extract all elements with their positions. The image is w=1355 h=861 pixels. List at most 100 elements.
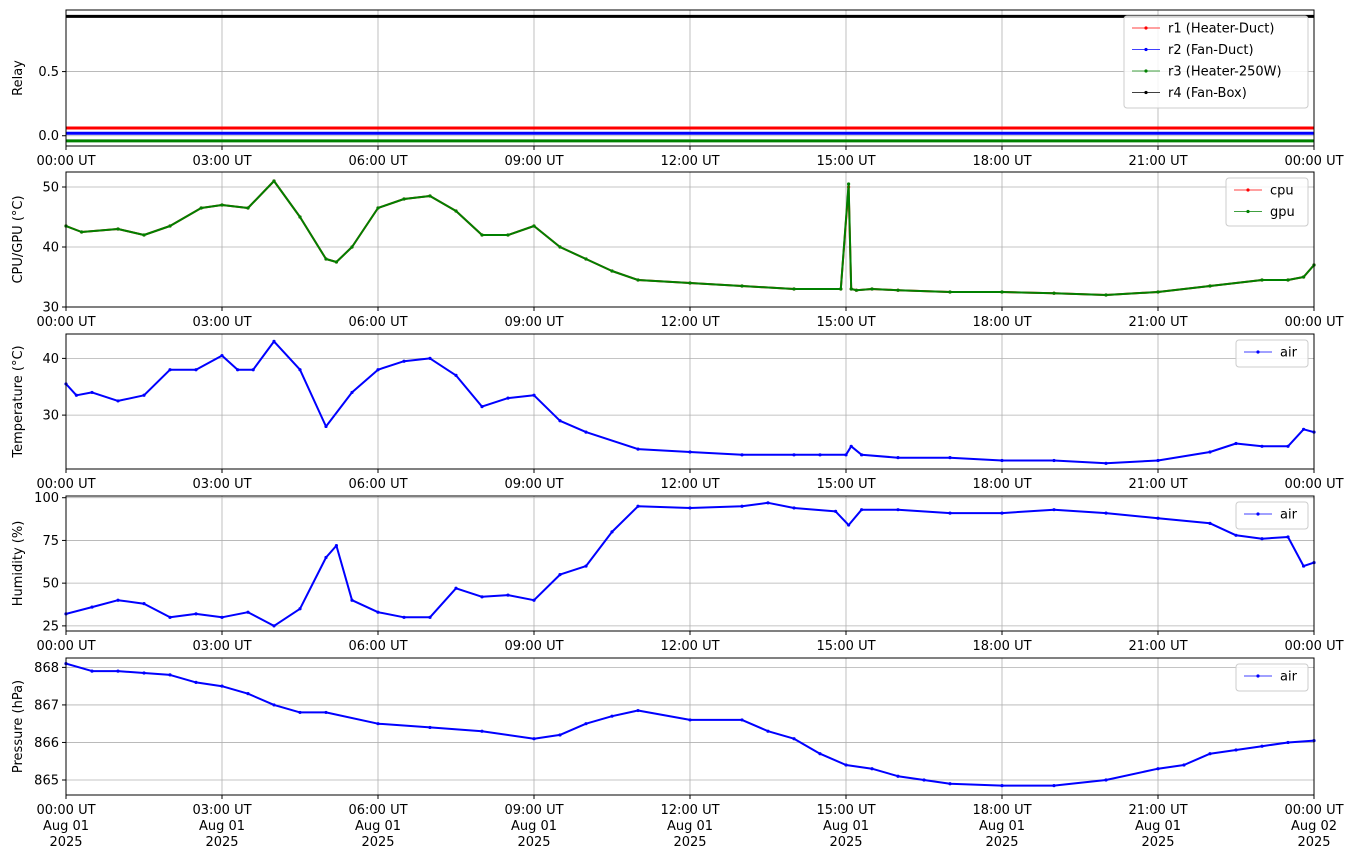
data-point [1052,458,1056,463]
data-point [350,598,354,602]
legend-marker [1144,90,1148,95]
data-point [506,396,510,400]
data-point [948,782,952,786]
data-point [1182,763,1186,767]
legend: air [1235,663,1309,692]
data-point [480,233,484,237]
y-axis-label: CPU/GPU (°C) [11,195,26,283]
data-point [584,722,588,726]
x-tick-label: 18:00 UT [972,315,1031,330]
panel-4: 00:00 UT 03:00 UT 06:00 UT 09:00 UT 12:00 UT… [11,491,1344,654]
y-tick-label: 0.0 [38,129,59,144]
data-point [142,602,146,606]
data-point [1156,516,1160,520]
data-point [168,615,172,619]
legend: r1 (Heater-Duct) r2 (Fan-Duct) r3 (Heater-… [1123,15,1309,109]
data-point [1104,461,1108,465]
x-tick-label: 06:00 UT [348,639,407,654]
x-tick-label: 00:00 UT [36,154,95,169]
data-point [584,257,588,261]
x-tick-label: 00:00 UT [36,477,95,492]
data-point [1104,293,1108,297]
data-point [80,230,84,234]
data-point [1260,444,1264,448]
legend-label: r1 (Heater-Duct) [1168,22,1274,37]
data-point [454,209,458,213]
legend-marker [1256,350,1260,354]
legend-marker [1246,188,1250,192]
data-point [849,444,853,448]
data-point [1286,535,1290,539]
data-point [220,615,224,619]
x-tick-label: 15:00 UT [816,315,875,330]
x-tick-label: 00:00 UT Aug 02 2025 [1284,803,1343,850]
data-point [839,287,843,291]
data-point [1000,458,1004,463]
data-point [220,203,224,207]
data-point [428,725,432,730]
data-point [792,506,796,510]
data-point [740,718,744,722]
x-tick-label: 12:00 UT [660,154,719,169]
legend-box [1225,177,1309,227]
x-tick-label: 12:00 UT Aug 01 2025 [660,803,719,850]
data-point [1156,767,1160,771]
data-point [844,763,848,767]
x-tick-label: 06:00 UT [348,154,407,169]
x-tick-label: 03:00 UT [192,639,251,654]
data-point [1052,508,1056,512]
x-tick-label: 03:00 UT [192,477,251,492]
data-point [480,729,484,733]
data-point [272,703,276,707]
y-tick-label: 30 [42,301,59,316]
data-point [334,260,338,264]
data-point [1104,511,1108,515]
legend-box [1235,501,1309,530]
plot-frame [65,657,1315,796]
data-point [610,714,614,718]
data-point [766,729,770,733]
x-tick-label: 03:00 UT Aug 01 2025 [192,803,251,850]
x-tick-label: 00:00 UT [36,315,95,330]
x-tick-label: 15:00 UT Aug 01 2025 [816,803,875,850]
legend: air [1235,339,1309,368]
data-point [1208,521,1212,525]
data-point [818,752,822,756]
data-point [584,430,588,434]
x-tick-label: 09:00 UT [504,315,563,330]
legend-marker [1144,69,1148,73]
data-point [194,612,198,616]
data-point [324,555,328,560]
x-tick-label: 00:00 UT [36,639,95,654]
data-point [1234,441,1238,446]
data-point [610,530,614,534]
data-point [298,607,302,611]
data-point [376,610,380,614]
data-point [847,523,851,527]
data-point [1286,740,1290,745]
data-point [168,224,172,228]
data-point [116,669,120,673]
y-axis-label: Relay [11,60,26,96]
legend-marker [1256,674,1260,678]
data-point [506,593,510,597]
x-tick-label: 15:00 UT [816,154,875,169]
data-point [948,290,952,294]
data-point [558,419,562,423]
data-point [90,669,94,673]
legend-box [1235,663,1309,692]
x-tick-label: 15:00 UT [816,477,875,492]
y-tick-label: 40 [42,241,59,256]
data-point [792,453,796,457]
x-tick-label: 09:00 UT [504,477,563,492]
x-tick-label: 03:00 UT [192,315,251,330]
data-point [116,227,120,231]
data-point [246,610,250,614]
data-point [1302,564,1306,568]
x-tick-label: 00:00 UT [1284,477,1343,492]
data-point [272,339,276,343]
data-point [1302,275,1306,279]
data-point [849,287,853,291]
data-point [818,453,822,457]
x-tick-label: 15:00 UT [816,639,875,654]
